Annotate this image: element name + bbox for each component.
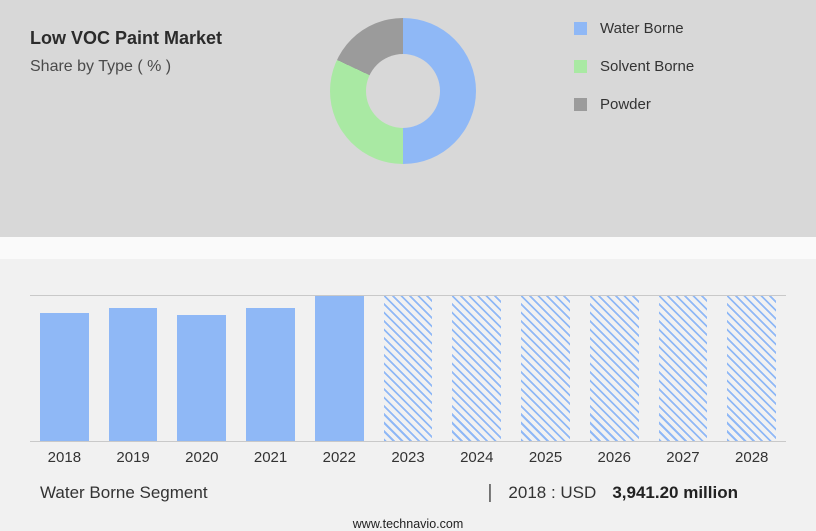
forecast-bar: [658, 296, 708, 441]
x-axis-label: 2024: [460, 449, 494, 466]
x-axis-label: 2019: [116, 449, 150, 466]
bar-column: [167, 296, 236, 441]
history-bar: [177, 314, 227, 441]
section-divider-band: [0, 237, 816, 259]
legend-swatch: [574, 98, 587, 111]
value-prefix: 2018 : USD: [508, 483, 597, 502]
forecast-bar: [589, 296, 639, 441]
history-bar: [40, 313, 89, 441]
bar-column: [442, 296, 511, 441]
forecast-bar: [521, 296, 570, 441]
bar-column: [305, 296, 374, 441]
x-axis-label: 2026: [597, 449, 631, 466]
legend: Water Borne Solvent Borne Powder: [574, 0, 694, 237]
chart-footer: Water Borne Segment | 2018 : USD 3,941.2…: [40, 482, 776, 504]
x-axis-label: 2022: [322, 449, 356, 466]
bar-column: [717, 296, 786, 441]
header-panel: Low VOC Paint Market Share by Type ( % )…: [0, 0, 816, 237]
legend-item-powder: Powder: [574, 96, 694, 113]
x-axis-label: 2020: [185, 449, 219, 466]
page-title: Low VOC Paint Market: [30, 28, 223, 48]
history-bar: [246, 307, 295, 441]
bar-column: [236, 296, 305, 441]
title-block: Low VOC Paint Market Share by Type ( % ): [0, 0, 330, 237]
page-subtitle: Share by Type ( % ): [30, 58, 172, 75]
bar-column: [30, 296, 99, 441]
legend-item-water-borne: Water Borne: [574, 20, 694, 37]
forecast-bar: [383, 296, 433, 441]
bar-column: [511, 296, 580, 441]
legend-label: Solvent Borne: [600, 58, 695, 75]
segment-label: Water Borne Segment: [40, 483, 208, 502]
bar-column: [649, 296, 718, 441]
donut-chart-wrap: [330, 0, 476, 237]
bar-column: [99, 296, 168, 441]
bar-column: [374, 296, 443, 441]
legend-item-solvent-borne: Solvent Borne: [574, 58, 694, 75]
legend-swatch: [574, 60, 587, 73]
legend-label: Powder: [600, 96, 651, 113]
x-axis-label: 2021: [253, 449, 288, 466]
x-axis-label: 2023: [391, 449, 425, 466]
bar-column: [580, 296, 649, 441]
value-group: | 2018 : USD 3,941.20 million: [487, 482, 776, 504]
donut-hole: [366, 54, 440, 128]
x-axis-label: 2028: [735, 449, 769, 466]
legend-label: Water Borne: [600, 20, 684, 37]
forecast-bar: [727, 296, 777, 441]
x-axis-label: 2027: [666, 449, 700, 466]
history-bar: [108, 307, 158, 441]
legend-swatch: [574, 22, 587, 35]
bar-chart-panel: 2018 2019 2020 2021 2022 2023 2024 2025 2026 2027…: [0, 295, 816, 531]
forecast-bar: [452, 296, 502, 441]
bars-row: [30, 295, 786, 442]
website-link[interactable]: www.technavio.com: [352, 517, 464, 531]
value-bold: 3,941.20 million: [612, 483, 738, 502]
separator: |: [487, 482, 493, 503]
x-axis-label: 2018: [47, 449, 82, 466]
history-bar: [314, 296, 364, 441]
x-labels-row: 2018 2019 2020 2021 2022 2023 2024 2025 2026 2027…: [30, 449, 786, 466]
x-axis-label: 2025: [528, 449, 563, 466]
donut-chart: [330, 18, 476, 164]
